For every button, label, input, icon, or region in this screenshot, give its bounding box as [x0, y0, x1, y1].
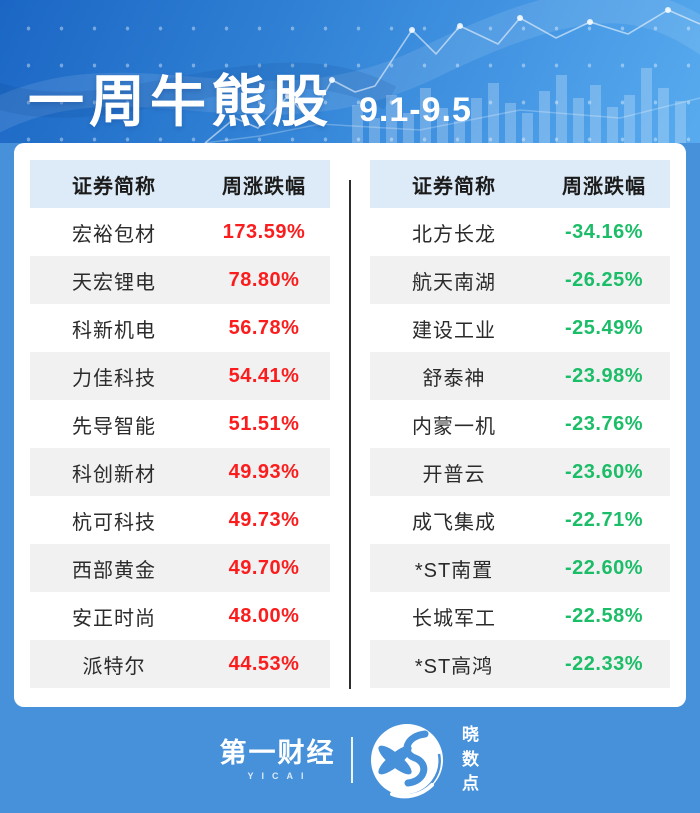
table-row: 科创新材 49.93% [30, 448, 330, 496]
stock-tables-card: 证券简称 周涨跌幅 宏裕包材 173.59% 天宏锂电 78.80% 科新机电 56.… [14, 143, 686, 707]
losers-header-row: 证券简称 周涨跌幅 [370, 160, 670, 208]
stock-name: *ST高鸿 [414, 655, 494, 678]
table-row: 成飞集成 -22.71% [370, 496, 670, 544]
stock-name: 长城军工 [412, 607, 496, 630]
stock-name: 科创新材 [72, 463, 156, 486]
footer: 第一财经 YICAI 晓数点 [0, 707, 700, 813]
header-title-row: 一周牛熊股 9.1-9.5 [28, 74, 472, 130]
stock-change: 44.53% [228, 652, 300, 675]
table-row: 长城军工 -22.58% [370, 592, 670, 640]
yicai-logo: 第一财经 YICAI [219, 737, 336, 781]
footer-divider [350, 737, 353, 783]
stock-name: 宏裕包材 [72, 223, 156, 246]
stock-change: -23.60% [565, 460, 643, 483]
table-row: 航天南湖 -26.25% [370, 256, 670, 304]
stock-name: 北方长龙 [412, 223, 496, 246]
losers-table: 证券简称 周涨跌幅 北方长龙 -34.16% 航天南湖 -26.25% 建设工业 -2… [370, 160, 670, 707]
stock-change: -34.16% [565, 220, 643, 243]
stock-name: 开普云 [422, 463, 486, 486]
column-header-change: 周涨跌幅 [562, 175, 646, 198]
column-header-change: 周涨跌幅 [222, 175, 306, 198]
gainers-header-row: 证券简称 周涨跌幅 [30, 160, 330, 208]
stock-name: 天宏锂电 [72, 271, 156, 294]
stock-change: 48.00% [228, 604, 300, 627]
stock-name: 派特尔 [82, 655, 146, 678]
table-row: 科新机电 56.78% [30, 304, 330, 352]
stock-name: *ST南置 [414, 559, 494, 582]
table-row: 宏裕包材 173.59% [30, 208, 330, 256]
stock-name: 西部黄金 [72, 559, 156, 582]
table-row: 天宏锂电 78.80% [30, 256, 330, 304]
stock-change: 56.78% [228, 316, 300, 339]
column-header-name: 证券简称 [72, 175, 156, 198]
table-row: 西部黄金 49.70% [30, 544, 330, 592]
stock-name: 舒泰神 [422, 367, 486, 390]
header-banner: 一周牛熊股 9.1-9.5 [0, 0, 700, 143]
stock-change: 49.73% [228, 508, 300, 531]
stock-change: -23.76% [565, 412, 643, 435]
page-title: 一周牛熊股 [28, 70, 333, 133]
stock-change: 49.93% [228, 460, 300, 483]
stock-change: -22.60% [565, 556, 643, 579]
table-row: *ST高鸿 -22.33% [370, 640, 670, 688]
table-row: 先导智能 51.51% [30, 400, 330, 448]
yicai-logo-en: YICAI [247, 770, 312, 781]
table-row: 派特尔 44.53% [30, 640, 330, 688]
stock-change: -23.98% [565, 364, 643, 387]
stock-name: 安正时尚 [72, 607, 156, 630]
stock-name: 成飞集成 [412, 511, 496, 534]
date-range: 9.1-9.5 [359, 91, 472, 129]
header-chart-decoration-icon [0, 0, 700, 143]
table-row: 内蒙一机 -23.76% [370, 400, 670, 448]
stock-change: -22.33% [565, 652, 643, 675]
stock-change: 49.70% [228, 556, 300, 579]
stock-change: 78.80% [228, 268, 300, 291]
yicai-logo-cn: 第一财经 [219, 737, 336, 768]
xiaoshudian-logo-icon [370, 724, 443, 799]
stock-name: 力佳科技 [72, 367, 156, 390]
tables-divider [349, 180, 351, 689]
table-row: *ST南置 -22.60% [370, 544, 670, 592]
stock-change: 51.51% [228, 412, 300, 435]
table-row: 建设工业 -25.49% [370, 304, 670, 352]
table-row: 安正时尚 48.00% [30, 592, 330, 640]
stock-change: -26.25% [565, 268, 643, 291]
stock-change: 54.41% [228, 364, 300, 387]
column-header-name: 证券简称 [412, 175, 496, 198]
dot-grid-pattern [0, 0, 700, 143]
table-row: 杭可科技 49.73% [30, 496, 330, 544]
stock-name: 杭可科技 [72, 511, 156, 534]
stock-name: 航天南湖 [412, 271, 496, 294]
stock-name: 科新机电 [72, 319, 156, 342]
table-row: 开普云 -23.60% [370, 448, 670, 496]
table-row: 北方长龙 -34.16% [370, 208, 670, 256]
table-row: 舒泰神 -23.98% [370, 352, 670, 400]
stock-change: 173.59% [222, 220, 306, 243]
stock-change: -25.49% [565, 316, 643, 339]
stock-name: 先导智能 [72, 415, 156, 438]
gainers-table: 证券简称 周涨跌幅 宏裕包材 173.59% 天宏锂电 78.80% 科新机电 56.… [30, 160, 330, 707]
stock-name: 建设工业 [412, 319, 496, 342]
xiaoshudian-label: 晓数点 [462, 725, 479, 794]
stock-change: -22.71% [565, 508, 643, 531]
stock-change: -22.58% [565, 604, 643, 627]
stock-name: 内蒙一机 [412, 415, 496, 438]
table-row: 力佳科技 54.41% [30, 352, 330, 400]
